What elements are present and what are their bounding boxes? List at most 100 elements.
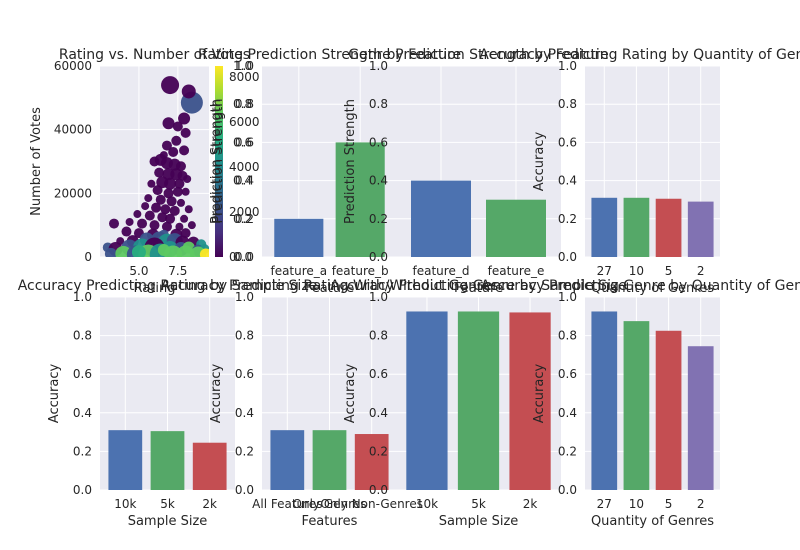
bar xyxy=(406,311,448,490)
bar xyxy=(591,197,618,257)
scatter-point xyxy=(147,179,156,188)
y-tick-label: 0.0 xyxy=(235,250,254,264)
x-tick-label: Only Genres xyxy=(293,497,367,511)
colorbar-left-tick-label: 0.0 xyxy=(233,250,252,264)
x-axis-label: Quantity of Genres xyxy=(591,281,714,296)
x-axis-label: Sample Size xyxy=(128,514,208,529)
scatter-point xyxy=(160,204,171,215)
y-tick-label: 20000 xyxy=(54,186,92,200)
chart-title: Genre Prediction Strength by Feature xyxy=(348,47,608,63)
chart-title: Accuracy Predicting Genre by Sample Size xyxy=(330,278,627,294)
chart-panel-3: 0.0 0.2 0.4 0.6 0.8 1.0 feature_d feature_e Feat… xyxy=(343,59,561,296)
y-tick-label: 0.4 xyxy=(558,174,577,188)
y-axis-label: Accuracy xyxy=(47,364,62,424)
y-tick-label: 0.2 xyxy=(235,444,254,458)
y-tick-label: 0 xyxy=(84,250,92,264)
x-tick-label: 10k xyxy=(416,497,438,511)
y-tick-label: 1.0 xyxy=(369,290,388,304)
scatter-point xyxy=(172,121,183,132)
x-axis-label: Feature xyxy=(305,281,354,296)
y-tick-label: 1.0 xyxy=(73,290,92,304)
y-tick-label: 0.2 xyxy=(73,444,92,458)
scatter-point xyxy=(164,177,177,190)
bar xyxy=(655,330,682,490)
y-tick-label: 0.6 xyxy=(235,135,254,149)
colorbar-overlay: 0.0 0.2 0.4 0.6 0.8 1.0 Prediction Strength xyxy=(211,59,252,264)
colorbar-tick-label: 0 xyxy=(229,250,237,264)
y-tick-label: 0.0 xyxy=(235,483,254,497)
bar xyxy=(623,197,650,257)
chart-title-group-2: Rating Prediction Strength by Feature xyxy=(198,47,461,63)
x-tick-label: feature_b xyxy=(332,264,389,278)
y-tick-label: 0.2 xyxy=(369,212,388,226)
chart-panel-2: 0.0 0.2 0.4 0.6 0.8 1.0 feature_a feature_b Feat… xyxy=(209,59,397,296)
y-tick-label: 0.6 xyxy=(558,367,577,381)
x-tick-label: 2 xyxy=(697,264,705,278)
x-tick-label: 10k xyxy=(114,497,136,511)
bar xyxy=(354,434,389,490)
chart-title: Accuracy Predicting Rating by Quantity o… xyxy=(479,47,800,63)
x-tick-label: 27 xyxy=(597,497,612,511)
x-tick-label: 5 xyxy=(665,264,673,278)
y-tick-label: 1.0 xyxy=(558,290,577,304)
y-tick-label: 0.0 xyxy=(369,250,388,264)
colorbar-left-tick-label: 0.8 xyxy=(233,97,252,111)
scatter-point xyxy=(152,185,163,196)
scatter-point xyxy=(184,205,193,214)
scatter-point xyxy=(163,188,174,199)
scatter-point xyxy=(165,213,176,224)
bar xyxy=(312,430,347,490)
chart-title-group-4: Accuracy Predicting Rating by Quantity o… xyxy=(479,47,800,63)
colorbar-left-tick-label: 0.6 xyxy=(233,135,252,149)
colorbar-tick-label: 2000 xyxy=(229,205,260,219)
chart-title-group-5: Accuracy Predicting Rating by Sample Siz… xyxy=(18,278,318,294)
y-tick-label: 0.2 xyxy=(558,212,577,226)
scatter-point xyxy=(178,112,191,125)
chart-title-group-6: Accuracy Predicting Rating With/Without … xyxy=(161,278,499,294)
chart-panel-5: 0.0 0.2 0.4 0.6 0.8 1.0 10k 5k 2k Sample Size Accu… xyxy=(47,290,235,529)
colorbar-tick-label: 8000 xyxy=(229,70,260,84)
bar xyxy=(411,180,471,257)
y-tick-label: 0.8 xyxy=(369,97,388,111)
chart-title: Rating vs. Number of Votes xyxy=(59,47,250,63)
scatter-point xyxy=(144,210,155,221)
bar xyxy=(192,442,227,490)
colorbar-tick-label: 6000 xyxy=(229,115,260,129)
y-tick-label: 0.0 xyxy=(558,250,577,264)
scatter-point xyxy=(199,248,209,257)
y-tick-label: 0.8 xyxy=(73,329,92,343)
colorbar-tick-label: 4000 xyxy=(229,160,260,174)
y-axis-label: Prediction Strength xyxy=(343,99,358,224)
bar xyxy=(687,346,714,490)
colorbar xyxy=(215,66,223,257)
chart-title: Accuracy Predicting Rating With/Without … xyxy=(161,278,499,294)
scatter-point xyxy=(168,146,179,157)
y-tick-label: 1.0 xyxy=(369,59,388,73)
bar xyxy=(623,321,650,490)
bar xyxy=(486,199,546,257)
scatter-points xyxy=(102,76,209,257)
x-axis-label: Sample Size xyxy=(439,514,519,529)
x-tick-label: 5k xyxy=(471,497,486,511)
scatter-point xyxy=(137,218,148,229)
bar xyxy=(457,311,500,490)
scatter-point xyxy=(180,228,191,239)
x-tick-label: 5k xyxy=(160,497,175,511)
scatter-point xyxy=(162,117,175,130)
x-tick-label: 2k xyxy=(202,497,217,511)
chart-panel-7: 0.0 0.2 0.4 0.6 0.8 1.0 10k 5k 2k Sample Size Accu… xyxy=(343,290,561,529)
y-tick-label: 1.0 xyxy=(235,59,254,73)
y-axis-label: Accuracy xyxy=(343,364,358,424)
chart-title: Accuracy Predicting Genre by Quantity of… xyxy=(481,278,800,294)
y-tick-label: 1.0 xyxy=(235,290,254,304)
x-tick-label: 10 xyxy=(629,264,644,278)
y-axis-label: Number of Votes xyxy=(29,107,44,216)
scatter-point xyxy=(166,196,177,207)
scatter-point xyxy=(131,245,146,257)
scatter-point xyxy=(157,243,170,256)
y-tick-label: 0.6 xyxy=(369,135,388,149)
scatter-point xyxy=(171,135,182,146)
scatter-point xyxy=(149,220,160,231)
